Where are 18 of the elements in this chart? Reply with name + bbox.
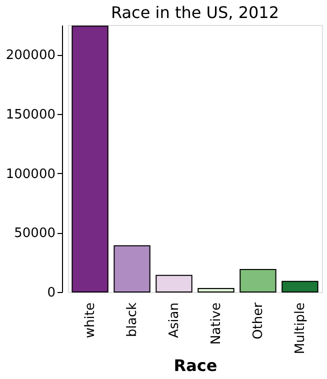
bar [72,26,108,292]
y-tick-label: 50000 [14,226,56,242]
y-tick-label: 200000 [6,48,56,64]
x-tick-label: Asian [167,302,182,338]
bar [282,280,318,292]
chart-title: Race in the US, 2012 [110,3,280,22]
y-tick-label: 150000 [6,108,56,122]
bar [240,268,276,292]
x-tick-label: black [125,302,140,338]
x-tick-label: Native [208,302,224,345]
bar [198,288,234,292]
y-tick-label: 0 [47,286,56,300]
x-tick-label: Other [250,302,266,340]
x-tick-label: Multiple [292,302,308,354]
y-tick-label: 100000 [6,166,56,182]
x-axis-title: Race [174,356,218,376]
x-tick-label: white [83,302,98,338]
bar [114,245,150,292]
